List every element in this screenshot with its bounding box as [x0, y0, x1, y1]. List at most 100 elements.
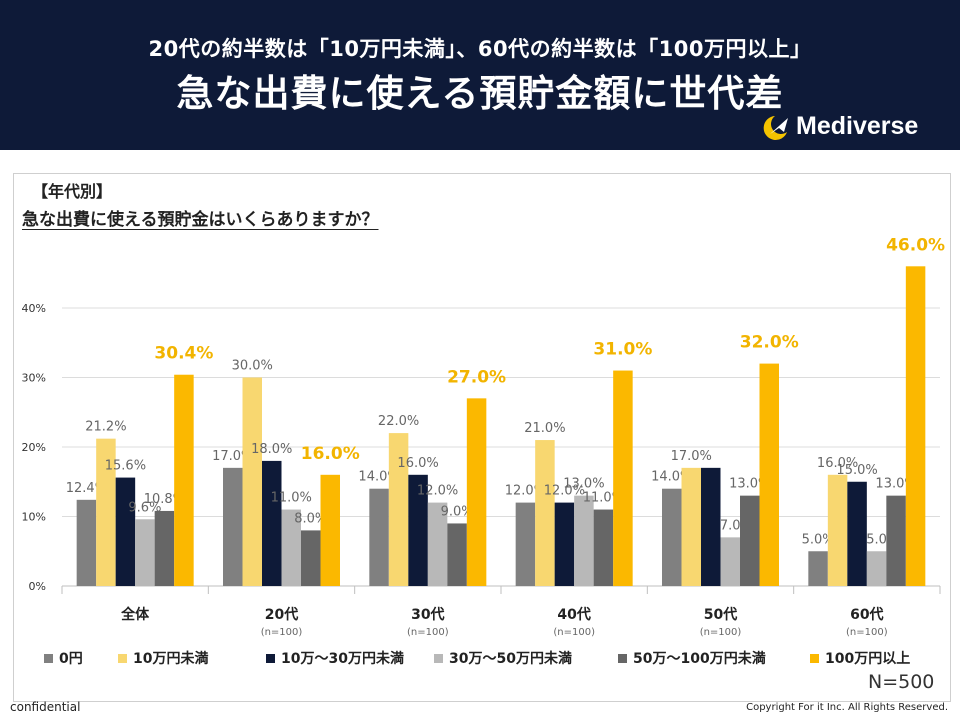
- legend-swatch: [266, 653, 275, 663]
- data-label: 32.0%: [740, 333, 799, 353]
- category-label: 50代: [704, 606, 737, 623]
- data-label: 5.0%: [802, 532, 835, 547]
- legend-item: 100万円以上: [810, 648, 910, 670]
- bar: [223, 467, 243, 586]
- bar: [154, 510, 175, 586]
- bar: [574, 495, 594, 586]
- data-label: 8.0%: [294, 511, 327, 526]
- bar: [408, 474, 428, 586]
- data-label: 21.0%: [524, 421, 565, 436]
- data-label: 30.0%: [232, 359, 273, 374]
- bar: [447, 523, 467, 586]
- data-label: 7.0: [720, 518, 741, 533]
- legend-label: 30万～50万円未満: [449, 651, 572, 667]
- legend-item: 50万～100万円未満: [618, 648, 766, 670]
- legend-item: 30万～50万円未満: [434, 648, 572, 670]
- data-label: 5.0: [866, 532, 887, 547]
- bar: [701, 467, 721, 586]
- legend-swatch: [118, 653, 127, 663]
- bar: [515, 502, 536, 586]
- data-label: 18.0%: [251, 442, 292, 457]
- bar: [720, 537, 740, 586]
- bar: [174, 374, 194, 586]
- bar: [759, 363, 779, 586]
- logo-text: Mediverse: [796, 112, 919, 140]
- data-label: 27.0%: [447, 367, 506, 387]
- category-label: 全体: [120, 606, 150, 623]
- category-sublabel: (n=100): [700, 627, 742, 638]
- data-label: 13.0%: [563, 477, 604, 492]
- bar: [905, 266, 926, 586]
- legend-label: 50万～100万円未満: [633, 651, 766, 667]
- y-tick-label: 0%: [29, 580, 46, 593]
- legend-swatch: [810, 653, 819, 663]
- bar: [427, 502, 448, 586]
- legend-swatch: [618, 653, 627, 663]
- category-sublabel: (n=100): [407, 627, 449, 638]
- category-label: 20代: [265, 606, 298, 623]
- bar: [886, 495, 906, 586]
- bar: [827, 474, 848, 586]
- legend-item: 0円: [44, 648, 83, 670]
- section-label: 【年代別】: [32, 182, 113, 201]
- bar: [281, 509, 301, 586]
- category-label: 30代: [411, 606, 444, 623]
- bar: [320, 474, 340, 586]
- y-tick-label: 30%: [22, 372, 46, 385]
- category-sublabel: (n=100): [261, 627, 303, 638]
- bar: [301, 530, 321, 586]
- data-label: 9.6%: [128, 500, 161, 515]
- data-label: 9.0%: [441, 504, 474, 519]
- bar: [369, 488, 389, 586]
- bar: [662, 488, 682, 586]
- legend-item: 10万～30万円未満: [266, 648, 404, 670]
- bar: [554, 502, 575, 586]
- headline-title: 急な出費に使える預貯金額に世代差: [176, 72, 784, 115]
- bar: [96, 438, 116, 586]
- bar: [115, 477, 136, 586]
- data-label: 30.4%: [154, 344, 213, 364]
- data-label: 16.0%: [397, 456, 438, 471]
- crescent-plane-icon: [763, 116, 788, 140]
- y-tick-label: 10%: [22, 511, 46, 524]
- bar: [808, 551, 828, 586]
- bar: [740, 495, 760, 586]
- legend-swatch: [44, 653, 53, 663]
- data-label: 15.6%: [105, 459, 146, 474]
- bar: [262, 460, 282, 586]
- data-label: 16.0%: [301, 444, 360, 464]
- bar: [613, 370, 633, 586]
- sample-size: N=500: [868, 671, 935, 693]
- header-banner: 20代の約半数は「10万円未満」、60代の約半数は「100万円以上」 急な出費に…: [0, 0, 960, 150]
- y-tick-label: 20%: [22, 441, 46, 454]
- data-label: 46.0%: [886, 235, 945, 255]
- data-label: 22.0%: [378, 414, 419, 429]
- legend-label: 10万～30万円未満: [281, 651, 404, 667]
- question-title: 急な出費に使える預貯金はいくらありますか？: [22, 210, 379, 230]
- data-label: 12.0%: [417, 484, 458, 499]
- category-sublabel: (n=100): [553, 627, 595, 638]
- category-label: 60代: [850, 606, 883, 623]
- category-sublabel: (n=100): [846, 627, 888, 638]
- bar: [135, 519, 155, 586]
- y-tick-label: 40%: [22, 302, 46, 315]
- bar: [535, 440, 555, 586]
- legend-label: 0円: [59, 651, 83, 667]
- bar: [388, 433, 409, 586]
- copyright-text: Copyright For it Inc. All Rights Reserve…: [746, 702, 948, 713]
- data-label: 11.0%: [271, 491, 312, 506]
- confidential-label: confidential: [10, 700, 81, 714]
- bar: [466, 398, 487, 586]
- mediverse-logo: Mediverse: [760, 112, 960, 144]
- bar: [242, 377, 262, 586]
- category-label: 40代: [557, 606, 590, 623]
- headline-subtitle: 20代の約半数は「10万円未満」、60代の約半数は「100万円以上」: [148, 37, 812, 61]
- data-label: 17.0%: [671, 449, 712, 464]
- bar: [866, 551, 887, 586]
- bar: [681, 467, 701, 586]
- data-label: 16.0%: [817, 456, 858, 471]
- bar: [847, 481, 867, 586]
- data-label: 31.0%: [593, 340, 652, 360]
- bar: [593, 509, 614, 586]
